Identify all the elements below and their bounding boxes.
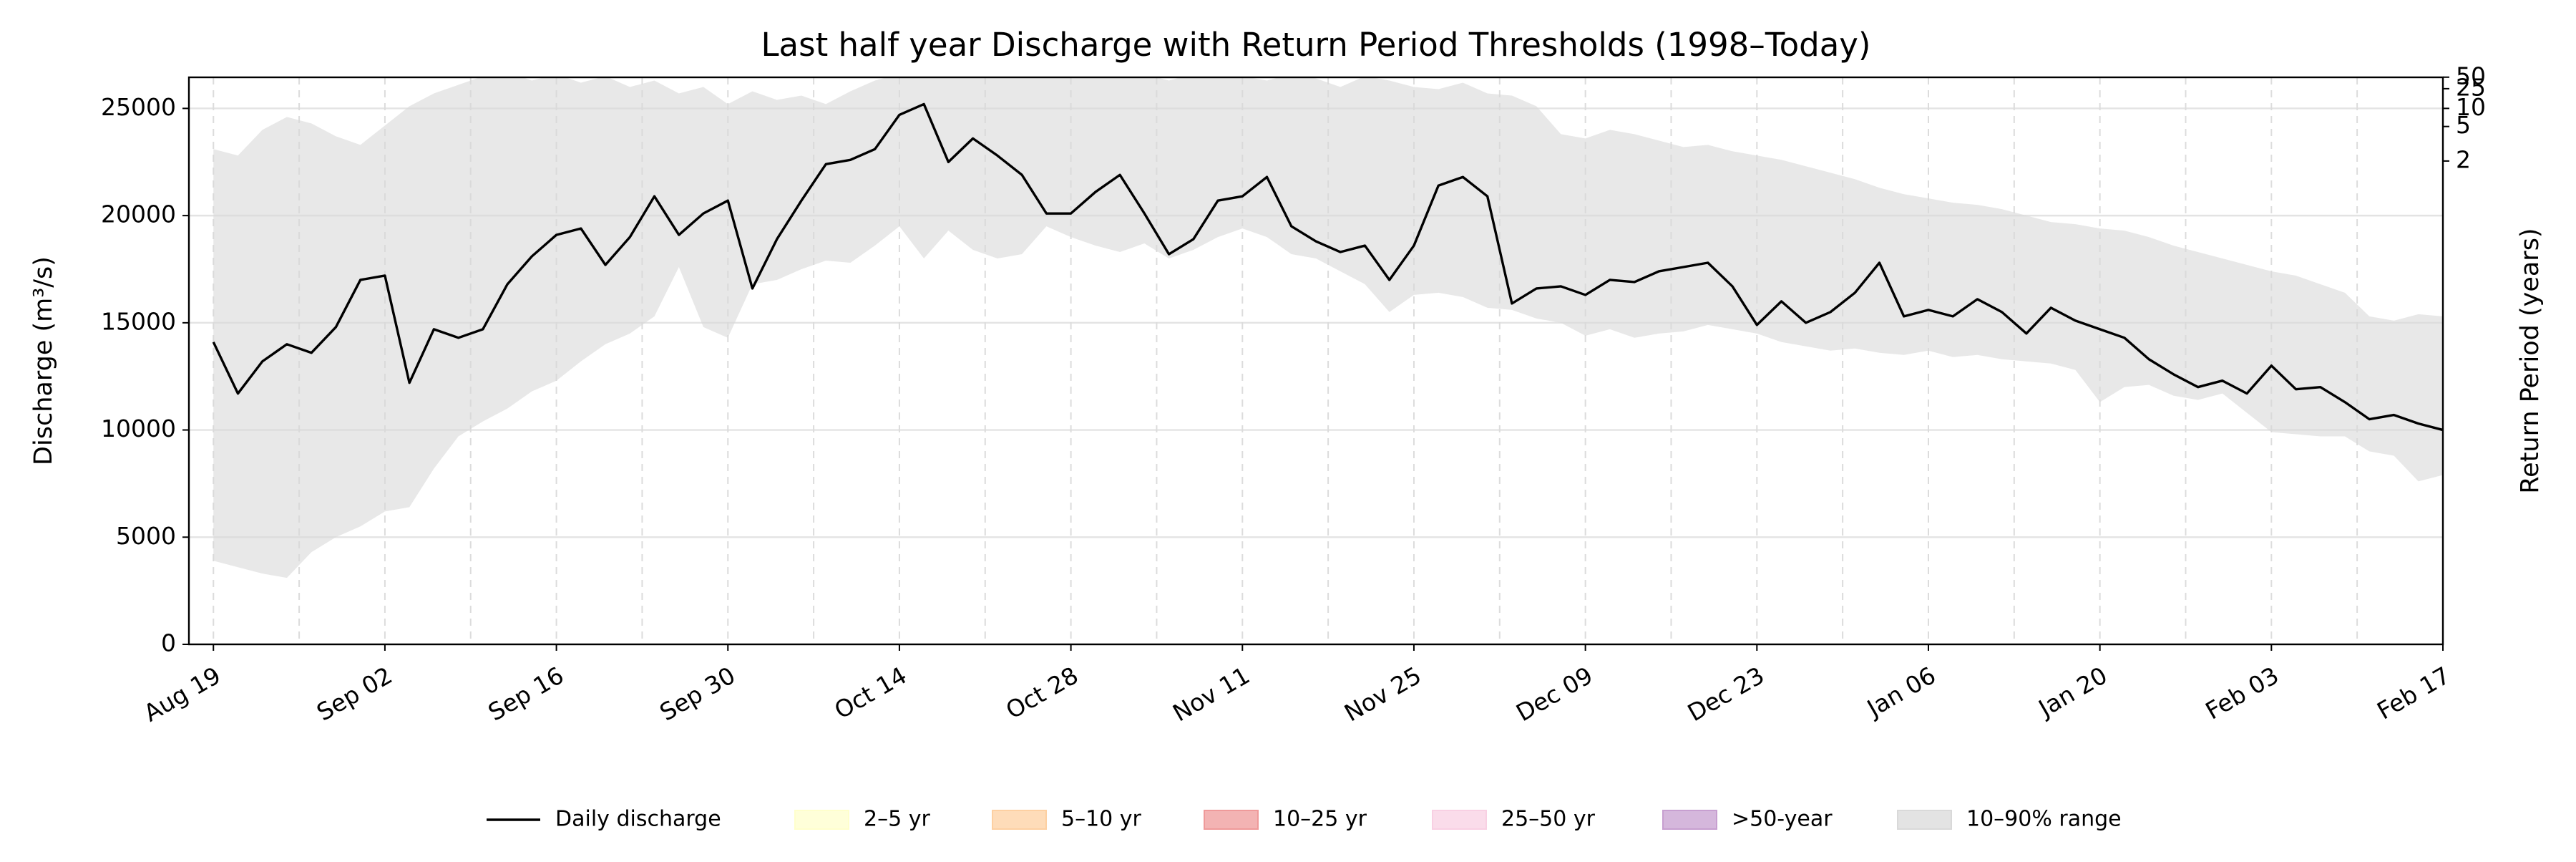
legend-label: Daily discharge (555, 807, 721, 832)
legend-label: 10–90% range (1966, 807, 2122, 832)
y-axis-label: Discharge (m³/s) (29, 256, 58, 465)
y-tick-label: 20000 (101, 200, 176, 228)
legend-label: 5–10 yr (1061, 807, 1142, 832)
y2-tick-label: 5 (2456, 111, 2471, 139)
y2-tick-label: 10 (2456, 93, 2486, 121)
range-band (213, 77, 2443, 578)
legend-swatch (1432, 810, 1487, 830)
y2-axis-label: Return Period (years) (2516, 228, 2545, 493)
legend-label: 10–25 yr (1273, 807, 1367, 832)
y2-tick-label: 50 (2456, 62, 2486, 89)
y-tick-label: 10000 (101, 415, 176, 442)
y-tick-label: 5000 (116, 522, 176, 550)
y2-tick-label: 25 (2456, 73, 2486, 101)
y2-tick-label: 2 (2456, 145, 2471, 173)
y-tick-label: 15000 (101, 307, 176, 335)
legend: Daily discharge 2–5 yr 5–10 yr 10–25 yr 25–5… (487, 807, 2122, 832)
legend-swatch (992, 810, 1047, 830)
legend-label: >50-year (1732, 807, 1833, 832)
y-tick-label: 0 (161, 629, 176, 657)
plot-area (212, 77, 2443, 578)
plot-frame (187, 76, 2444, 646)
legend-swatch (1897, 810, 1952, 830)
chart-title: Last half year Discharge with Return Per… (761, 26, 1870, 64)
discharge-line (212, 102, 2443, 432)
legend-swatch (1662, 810, 1717, 830)
y-tick-label: 25000 (101, 93, 176, 121)
legend-swatch (1204, 810, 1259, 830)
legend-swatch (794, 810, 849, 830)
legend-label: 25–50 yr (1501, 807, 1596, 832)
legend-label: 2–5 yr (864, 807, 930, 832)
